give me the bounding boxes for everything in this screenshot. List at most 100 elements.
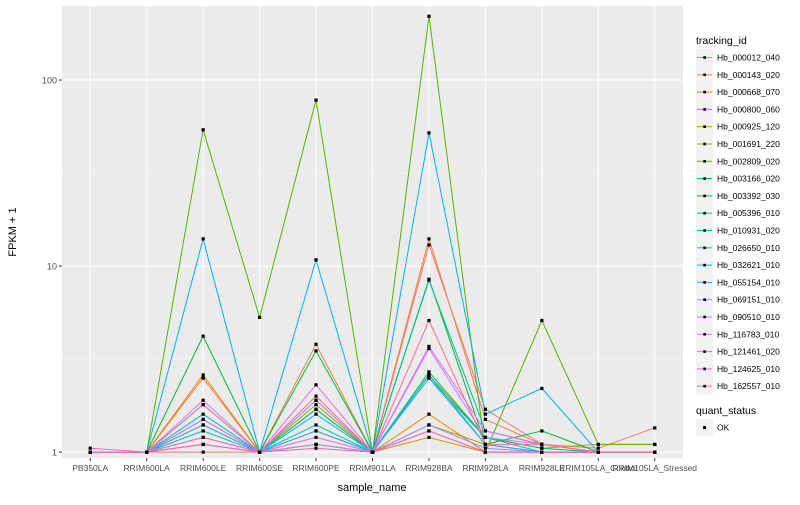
data-point bbox=[483, 435, 488, 440]
data-point bbox=[427, 278, 431, 282]
x-tick-label: RRIM928BA bbox=[405, 463, 453, 473]
data-point bbox=[427, 435, 431, 440]
data-point bbox=[314, 423, 318, 427]
data-point bbox=[201, 334, 205, 338]
legend-label: Hb_000668_070 bbox=[717, 87, 780, 97]
data-point bbox=[257, 450, 262, 454]
data-point bbox=[540, 450, 544, 454]
y-tick-label: 10 bbox=[47, 262, 57, 272]
legend-key-point bbox=[703, 246, 706, 250]
legend-key-point bbox=[703, 263, 706, 267]
data-point bbox=[201, 412, 205, 416]
x-tick-label: RRIM600LA bbox=[124, 463, 171, 473]
legend-key-point bbox=[703, 315, 706, 319]
x-tick-label: RRIM600PE bbox=[292, 463, 340, 473]
legend-label: Hb_116783_010 bbox=[717, 329, 780, 339]
x-axis: PB350LA RRIM600LA RRIM600LE RRIM600SE RRIM60… bbox=[72, 458, 697, 473]
data-point bbox=[427, 344, 431, 349]
data-point bbox=[201, 417, 205, 421]
data-point bbox=[540, 446, 544, 450]
legend-label: Hb_005396_010 bbox=[717, 208, 780, 218]
data-point bbox=[201, 435, 205, 440]
shape-legend-title: quant_status bbox=[696, 405, 756, 417]
data-point bbox=[427, 14, 431, 18]
data-point bbox=[314, 258, 318, 262]
data-point bbox=[653, 426, 657, 430]
legend-key-point bbox=[703, 160, 706, 163]
x-tick-label: RRIM600SE bbox=[236, 463, 284, 473]
data-point bbox=[314, 412, 318, 416]
legend-label: Hb_090510_010 bbox=[717, 312, 780, 322]
legend-label: Hb_000800_060 bbox=[717, 104, 780, 114]
legend-label: Hb_121461_020 bbox=[717, 347, 780, 357]
data-point bbox=[201, 373, 205, 377]
data-point bbox=[145, 450, 149, 454]
x-tick-label: PB350LA bbox=[72, 463, 108, 473]
data-point bbox=[596, 442, 600, 447]
data-point bbox=[201, 237, 205, 241]
y-axis-label: FPKM + 1 bbox=[7, 207, 19, 256]
data-point bbox=[314, 394, 318, 398]
legend-key-point bbox=[703, 333, 706, 336]
data-point bbox=[427, 347, 431, 351]
data-point bbox=[483, 407, 488, 411]
data-point bbox=[314, 403, 318, 407]
legend-key-point bbox=[703, 281, 706, 284]
data-point bbox=[314, 398, 318, 402]
data-point bbox=[483, 442, 488, 447]
legend-label: Hb_124625_010 bbox=[717, 364, 780, 374]
data-point bbox=[427, 429, 431, 433]
data-point bbox=[427, 243, 431, 247]
legend-label: Hb_002809_020 bbox=[717, 156, 780, 166]
data-point bbox=[483, 450, 488, 454]
data-point bbox=[653, 442, 657, 447]
data-point bbox=[540, 318, 544, 323]
data-point bbox=[370, 450, 375, 454]
data-point bbox=[314, 442, 318, 447]
legend-label: Hb_069151_010 bbox=[717, 295, 780, 305]
data-point bbox=[201, 128, 205, 132]
legend-key-point bbox=[703, 108, 706, 111]
x-tick-label: RRIM901LA bbox=[349, 463, 396, 473]
legend-label: Hb_010931_020 bbox=[717, 226, 780, 236]
x-tick-label: RRIM105LA_Control bbox=[559, 463, 638, 473]
legend-key-point bbox=[703, 367, 706, 371]
legend-key-point bbox=[703, 194, 706, 198]
y-tick-label: 1 bbox=[52, 448, 57, 458]
legend-label: Hb_003392_030 bbox=[717, 191, 780, 201]
data-point bbox=[540, 442, 544, 447]
data-point bbox=[427, 373, 431, 377]
legend-label: Hb_001691_220 bbox=[717, 139, 780, 149]
legend-key-point bbox=[703, 73, 706, 77]
data-point bbox=[427, 376, 431, 380]
legend: tracking_id Hb_000012_040 Hb_000143_020 Hb_… bbox=[696, 35, 780, 436]
x-axis-label: sample_name bbox=[337, 482, 406, 494]
data-point bbox=[314, 446, 318, 450]
data-point bbox=[201, 429, 205, 433]
x-tick-label: RRIM600LE bbox=[180, 463, 227, 473]
y-axis: 1 10 100 bbox=[42, 76, 62, 458]
data-point bbox=[314, 98, 318, 102]
legend-label: Hb_000012_040 bbox=[717, 53, 780, 63]
legend-key-point bbox=[703, 211, 706, 215]
data-point bbox=[427, 131, 431, 135]
data-point bbox=[201, 442, 205, 447]
x-tick-label: RRIM928LA bbox=[462, 463, 509, 473]
data-point bbox=[427, 423, 431, 427]
data-point bbox=[596, 446, 600, 450]
legend-label: Hb_026650_010 bbox=[717, 243, 780, 253]
legend-key-point bbox=[703, 56, 706, 59]
data-point bbox=[427, 237, 431, 241]
legend-key-point bbox=[703, 350, 706, 353]
data-point bbox=[201, 398, 205, 402]
data-point bbox=[88, 450, 92, 454]
shape-legend-label: OK bbox=[717, 423, 730, 433]
data-point bbox=[201, 403, 205, 407]
data-point bbox=[257, 315, 262, 319]
data-point bbox=[540, 429, 544, 433]
data-point bbox=[201, 450, 205, 454]
data-point bbox=[483, 412, 488, 416]
legend-label: Hb_000925_120 bbox=[717, 122, 780, 132]
legend-key-point bbox=[703, 229, 706, 232]
legend-key-point bbox=[703, 177, 706, 180]
